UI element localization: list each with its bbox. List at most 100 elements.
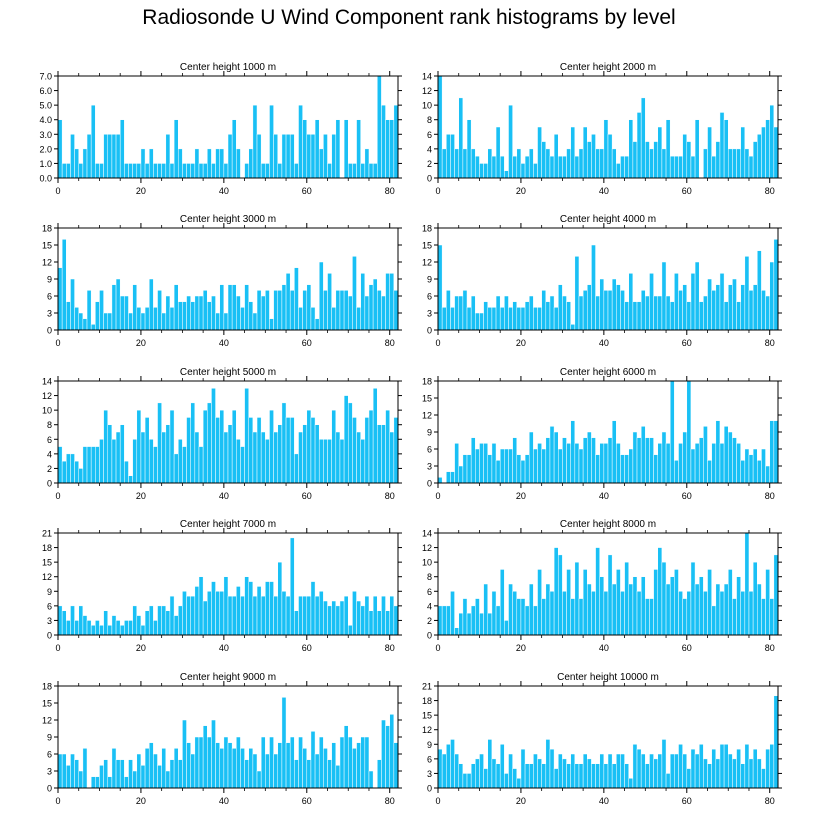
histogram-bar: [198, 163, 204, 179]
histogram-bar: [557, 554, 563, 636]
histogram-bar: [761, 290, 766, 331]
y-tick-label: 3: [47, 616, 52, 626]
histogram-bar: [582, 569, 588, 636]
histogram-bar: [686, 301, 692, 331]
histogram-bar: [177, 759, 183, 789]
histogram-bar: [553, 307, 559, 331]
histogram-bar: [298, 595, 303, 636]
histogram-bar: [479, 612, 484, 636]
histogram-bar: [277, 561, 283, 636]
histogram-bar: [306, 595, 312, 636]
histogram-bar: [645, 295, 650, 331]
histogram-bar: [256, 770, 262, 789]
histogram-bar: [595, 763, 600, 789]
histogram-bar: [732, 598, 737, 636]
histogram-bar: [202, 600, 208, 636]
histogram-bar: [678, 290, 683, 331]
histogram-bar: [694, 443, 700, 484]
histogram-bar: [289, 537, 295, 636]
histogram-bar: [136, 307, 142, 331]
histogram-bar: [582, 290, 588, 331]
histogram-bar: [202, 290, 208, 331]
histogram-bar: [323, 748, 328, 789]
histogram-bar: [674, 460, 679, 484]
histogram-bar: [462, 290, 468, 331]
panel-title: Center height 4000 m: [560, 214, 656, 225]
histogram-bar: [632, 744, 638, 789]
histogram-bar: [372, 278, 378, 331]
histogram-bar: [628, 273, 634, 331]
histogram-bar: [182, 301, 187, 331]
histogram-bar: [765, 295, 770, 331]
histogram-bar: [761, 448, 766, 484]
histogram-bar: [690, 155, 696, 179]
histogram-bar: [723, 119, 729, 179]
histogram-bar: [587, 583, 592, 636]
histogram-bar: [570, 598, 576, 636]
histogram-bar: [640, 97, 646, 179]
histogram-bar: [491, 307, 497, 331]
histogram-bar: [732, 278, 737, 331]
histogram-bar: [248, 148, 254, 179]
histogram-bar: [74, 307, 79, 331]
x-tick-label: 0: [55, 186, 60, 196]
histogram-bar: [678, 744, 683, 789]
histogram-bar: [318, 591, 324, 636]
histogram-bar: [520, 460, 526, 484]
histogram-bar: [595, 148, 600, 179]
y-tick-label: 18: [42, 543, 52, 553]
histogram-bar: [157, 765, 162, 789]
histogram-bar: [169, 759, 175, 789]
histogram-bar: [352, 417, 357, 484]
histogram-bar: [740, 591, 746, 636]
histogram-bar: [119, 295, 125, 331]
histogram-bar: [607, 134, 613, 179]
y-tick-label: 0: [427, 174, 432, 184]
histogram-bar: [306, 134, 312, 179]
histogram-bar: [144, 748, 150, 789]
histogram-bar: [603, 443, 609, 484]
y-tick-label: 8: [47, 420, 52, 430]
histogram-bar: [265, 581, 270, 636]
histogram-bar: [182, 446, 187, 484]
histogram-bar: [499, 307, 505, 331]
histogram-bar: [107, 625, 113, 636]
histogram-bar: [678, 591, 683, 636]
histogram-bar: [294, 163, 299, 179]
histogram-bar: [124, 460, 129, 484]
histogram-bar: [153, 620, 158, 636]
histogram-bar: [711, 155, 717, 179]
histogram-bar: [611, 148, 617, 179]
histogram-bar: [466, 454, 472, 484]
histogram-bar: [441, 753, 447, 789]
histogram-bar: [306, 759, 312, 789]
histogram-bar: [624, 301, 629, 331]
histogram-bar: [202, 163, 208, 179]
histogram-bar: [364, 417, 370, 484]
histogram-bar: [318, 148, 324, 179]
histogram-bar: [240, 307, 245, 331]
histogram-bar: [269, 104, 274, 179]
histogram-bar: [437, 748, 443, 789]
x-tick-label: 60: [682, 186, 692, 196]
histogram-bar: [148, 278, 154, 331]
histogram-bar: [528, 148, 534, 179]
histogram-bar: [281, 591, 287, 636]
y-tick-label: 8: [427, 115, 432, 125]
histogram-bar: [761, 126, 766, 179]
histogram-bar: [545, 301, 551, 331]
y-tick-label: 12: [42, 716, 52, 726]
histogram-bar: [458, 612, 464, 636]
histogram-bar: [111, 284, 117, 331]
histogram-bar: [231, 595, 237, 636]
histogram-bar: [393, 290, 399, 331]
histogram-bar: [244, 759, 249, 789]
histogram-bar: [711, 443, 717, 484]
histogram-bar: [335, 605, 341, 636]
histogram-bar: [211, 295, 216, 331]
y-tick-label: 15: [422, 394, 432, 404]
histogram-bar: [499, 155, 505, 179]
histogram-bar: [252, 104, 258, 179]
histogram-bar: [657, 443, 663, 484]
histogram-bar: [537, 758, 542, 789]
